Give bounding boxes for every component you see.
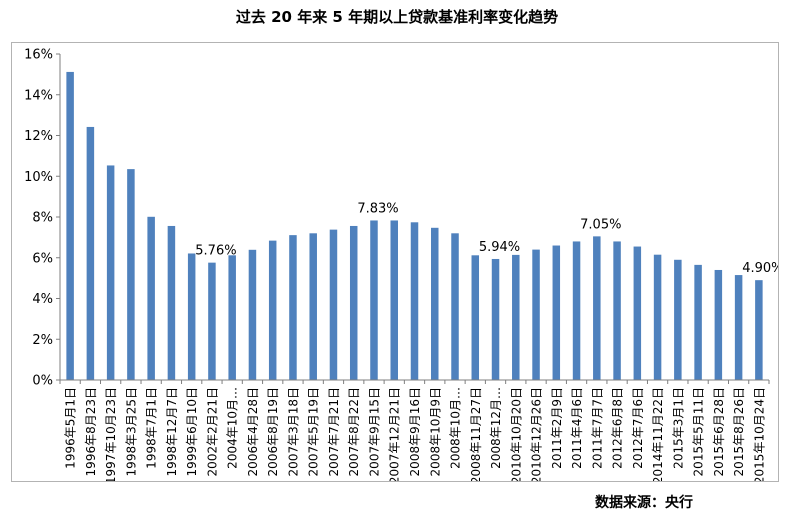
y-tick-label: 14% xyxy=(24,88,53,103)
x-tick-label: 1998年7月1日 xyxy=(145,387,159,469)
x-tick-label: 2008年10月9日 xyxy=(428,387,442,476)
x-tick-label: 2010年10月20日 xyxy=(509,387,523,481)
x-tick-label: 2007年9月15日 xyxy=(367,387,381,476)
data-label: 5.94% xyxy=(479,240,520,255)
bar xyxy=(512,254,520,380)
x-tick-label: 2002年2月21日 xyxy=(205,387,219,476)
chart-frame: 0% 2% 4% 6% 8% 10% 12% 14% 16% 1996年5月1日 1996年8月23… xyxy=(11,42,779,482)
x-tick-label: 2006年4月28日 xyxy=(246,387,260,476)
bar xyxy=(572,241,581,380)
x-tick-label: 2007年12月21日 xyxy=(388,387,402,481)
x-tick-label: 1996年8月23日 xyxy=(84,387,98,476)
bar xyxy=(714,269,723,380)
bar xyxy=(289,235,297,380)
data-label: 4.90% xyxy=(742,261,778,276)
bar xyxy=(228,255,236,380)
bar xyxy=(187,253,196,380)
bar xyxy=(208,262,216,380)
x-tick-label: 2015年8月26日 xyxy=(732,387,746,476)
bar xyxy=(451,233,459,380)
x-tick-label: 2008年9月16日 xyxy=(408,387,422,476)
x-tick-label: 2012年7月6日 xyxy=(631,387,645,469)
y-tick-label: 6% xyxy=(32,251,53,266)
bar xyxy=(532,249,540,380)
chart-title: 过去 20 年来 5 年期以上贷款基准利率变化趋势 xyxy=(235,8,559,26)
bar xyxy=(127,169,135,380)
x-tick-label: 2007年8月22日 xyxy=(347,387,361,476)
bar xyxy=(349,225,358,380)
bar xyxy=(552,245,561,380)
x-tick-label: 1997年10月23日 xyxy=(104,387,118,481)
bar xyxy=(431,227,439,380)
bar xyxy=(633,246,642,380)
bar xyxy=(329,229,338,380)
x-tick-label: 2015年3月1日 xyxy=(671,387,685,469)
x-tick-label: 2008年11月27日 xyxy=(469,387,483,481)
bar xyxy=(66,71,74,381)
source-note: 数据来源：央行 xyxy=(595,495,693,511)
bar xyxy=(674,259,682,380)
x-tick-label: 2007年7月21日 xyxy=(327,387,341,476)
y-tick-label: 10% xyxy=(24,170,53,185)
x-tick-label: 2008年12月… xyxy=(489,387,503,469)
y-tick-label: 12% xyxy=(24,129,53,144)
x-tick-label: 1999年6月10日 xyxy=(185,387,199,476)
bar xyxy=(491,258,500,380)
x-tick-label: 2008年10月… xyxy=(449,387,463,469)
bar xyxy=(734,275,743,380)
data-label: 7.05% xyxy=(580,217,621,232)
x-tick-label: 2012年6月8日 xyxy=(611,387,625,469)
bar xyxy=(694,264,702,380)
bar xyxy=(613,241,621,380)
bar xyxy=(755,280,763,380)
y-tick-label: 4% xyxy=(32,292,53,307)
bar xyxy=(86,126,95,380)
bar xyxy=(167,225,176,380)
x-tick-label: 1998年3月25日 xyxy=(124,387,138,476)
x-tick-label: 1996年5月1日 xyxy=(64,387,78,469)
x-tick-label: 2010年12月26日 xyxy=(530,387,544,481)
x-tick-label: 1998年12月7日 xyxy=(165,387,179,476)
bar xyxy=(471,255,480,380)
y-tick-label: 2% xyxy=(32,333,53,348)
data-label: 5.76% xyxy=(195,244,236,259)
bar xyxy=(147,216,155,380)
x-tick-label: 2007年5月19日 xyxy=(307,387,321,476)
bar xyxy=(268,240,277,380)
bar xyxy=(370,220,378,380)
bar xyxy=(248,249,257,380)
bar xyxy=(593,236,601,380)
bar-chart: 0% 2% 4% 6% 8% 10% 12% 14% 16% 1996年5月1日 1996年8月23… xyxy=(24,48,778,482)
x-tick-label: 2015年5月11日 xyxy=(692,387,706,476)
x-tick-label: 2011年7月7日 xyxy=(590,387,604,469)
bar xyxy=(410,222,419,380)
bar xyxy=(106,165,115,380)
x-tick-label: 2011年2月9日 xyxy=(550,387,564,469)
x-tick-label: 2015年6月28日 xyxy=(712,387,726,476)
y-tick-label: 0% xyxy=(32,374,53,389)
y-tick-label: 16% xyxy=(24,48,53,63)
bar xyxy=(390,220,398,380)
x-tick-label: 2006年8月19日 xyxy=(266,387,280,476)
x-tick-label: 2014年11月22日 xyxy=(651,387,665,481)
x-tick-label: 2004年10月… xyxy=(226,387,240,469)
x-tick-label: 2015年10月24日 xyxy=(752,387,766,481)
data-label: 7.83% xyxy=(357,201,398,216)
bar xyxy=(653,254,662,380)
x-tick-label: 2007年3月18日 xyxy=(286,387,300,476)
y-tick-label: 8% xyxy=(32,211,53,226)
x-tick-label: 2011年4月6日 xyxy=(570,387,584,469)
bar xyxy=(309,233,317,380)
